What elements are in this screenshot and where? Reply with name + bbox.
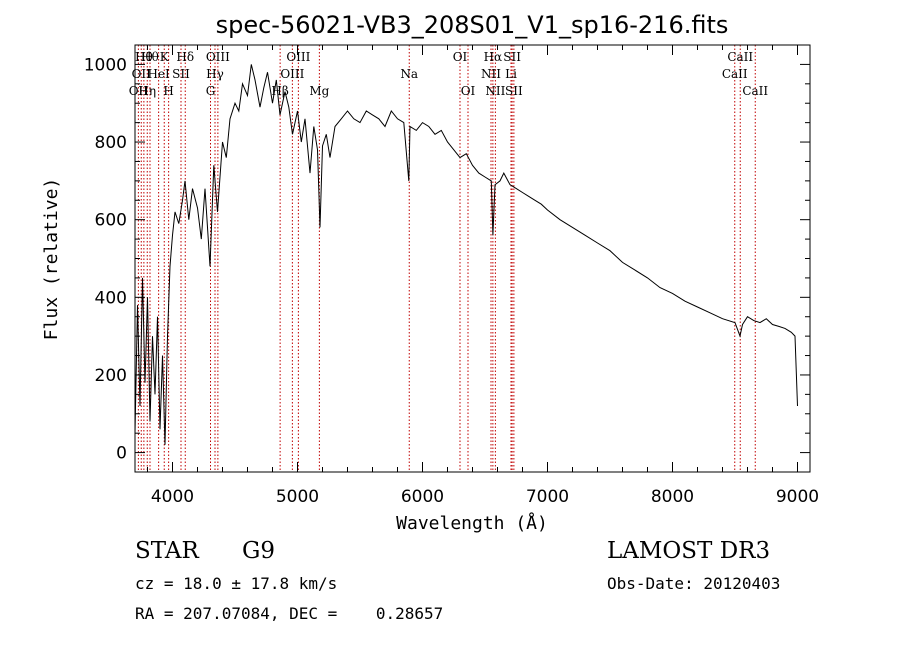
- line-label-18: OI: [453, 50, 468, 64]
- x-tick-label: 8000: [651, 487, 694, 507]
- line-label-7: H: [163, 84, 173, 98]
- line-label-3: Hη: [138, 84, 156, 98]
- line-label-20: NII: [481, 67, 501, 81]
- line-label-24: SII: [503, 50, 521, 64]
- line-label-27: CaII: [727, 50, 753, 64]
- chart-title: spec-56021-VB3_208S01_V1_sp16-216.fits: [216, 11, 729, 39]
- line-label-22: NII: [485, 84, 505, 98]
- line-label-6: K: [160, 50, 170, 64]
- line-label-23: Li: [505, 67, 517, 81]
- coordinates: RA = 207.07084, DEC = 0.28657: [135, 604, 444, 623]
- redshift-cz: cz = 18.0 ± 17.8 km/s: [135, 574, 338, 593]
- x-axis-label: Wavelength (Å): [396, 512, 548, 534]
- plot-frame: [134, 44, 811, 473]
- line-label-21: Hα: [484, 50, 503, 64]
- line-label-0: OII: [129, 84, 149, 98]
- line-label-8: SII: [172, 67, 190, 81]
- line-label-1: OII: [132, 67, 152, 81]
- x-tick-label: 7000: [526, 487, 569, 507]
- x-tick-label: 5000: [276, 487, 319, 507]
- line-label-16: Mg: [309, 84, 329, 98]
- line-label-11: Hγ: [206, 67, 224, 81]
- observation-date: Obs-Date: 20120403: [607, 574, 781, 593]
- line-label-5: HeI: [147, 67, 170, 81]
- line-label-9: Hδ: [176, 50, 194, 64]
- y-tick-label: 200: [95, 366, 127, 386]
- line-label-2: Hθ: [135, 50, 153, 64]
- line-label-19: OI: [461, 84, 476, 98]
- line-label-17: Na: [400, 67, 418, 81]
- line-label-14: OIII: [280, 67, 304, 81]
- x-axis: 4000 5000 6000 7000 8000 9000: [147, 45, 819, 507]
- y-tick-label: 400: [95, 288, 127, 308]
- line-label-12: OIII: [206, 50, 230, 64]
- line-label-25: SII: [505, 84, 523, 98]
- y-axis: 0 200 400 600 800 1000: [84, 55, 810, 464]
- flux-series-line: [134, 64, 798, 445]
- y-tick-label: 800: [95, 133, 127, 153]
- spectral-line-labels: OIIOIIHθHηHθHeIKHSIIHδGHγOIIIHβOIIIOIIIM…: [129, 50, 769, 98]
- x-tick-label: 6000: [401, 487, 444, 507]
- line-label-10: G: [206, 84, 216, 98]
- line-label-28: CaII: [742, 84, 768, 98]
- y-tick-label: 0: [116, 444, 127, 464]
- spectral-line-markers: [137, 45, 756, 472]
- line-label-4: Hθ: [141, 50, 159, 64]
- x-tick-label: 9000: [776, 487, 819, 507]
- y-tick-label: 1000: [84, 55, 127, 75]
- object-subclass: G9: [242, 538, 276, 564]
- x-tick-label: 4000: [151, 487, 194, 507]
- survey-name: LAMOST DR3: [607, 538, 771, 564]
- object-class: STAR: [135, 538, 199, 564]
- y-axis-label: Flux (relative): [41, 178, 62, 341]
- line-label-15: OIII: [286, 50, 310, 64]
- line-label-26: CaII: [722, 67, 748, 81]
- y-tick-label: 600: [95, 211, 127, 231]
